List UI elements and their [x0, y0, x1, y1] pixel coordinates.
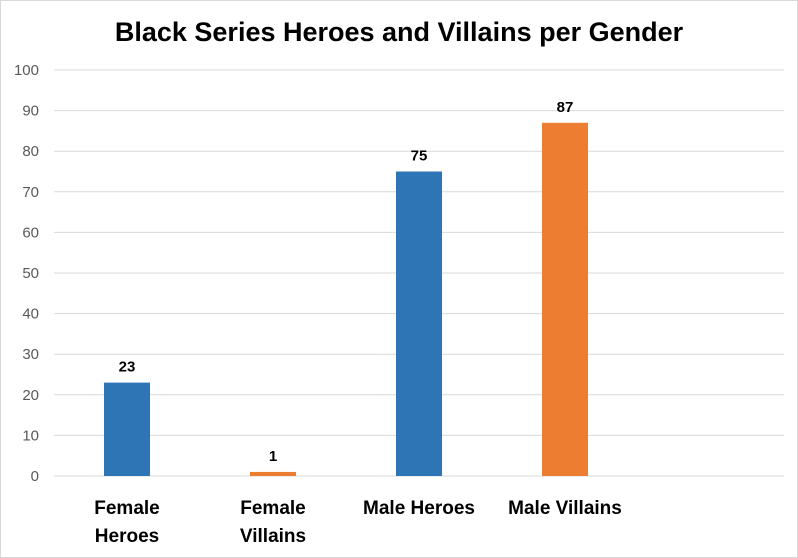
data-label: 23: [119, 359, 136, 376]
x-tick-label-line: Male Heroes: [363, 498, 475, 519]
y-tick-label: 10: [22, 427, 39, 444]
x-tick-label-line: Villains: [240, 526, 306, 547]
y-tick-label: 0: [31, 468, 39, 485]
y-tick-label: 90: [22, 103, 39, 120]
bar-female-villains: [250, 471, 296, 476]
data-label: 75: [411, 148, 428, 165]
x-tick-label-line: Male Villains: [508, 498, 622, 519]
y-tick-label: 20: [22, 387, 39, 404]
x-tick-label-line: Female: [240, 498, 305, 519]
y-axis-ticks: 0 10 20 30 40 50 60 70 80 90 100: [14, 62, 39, 485]
y-tick-label: 70: [22, 184, 39, 201]
y-tick-label: 40: [22, 306, 39, 323]
chart-title: Black Series Heroes and Villains per Gen…: [115, 17, 684, 47]
y-tick-label: 60: [22, 224, 39, 241]
x-axis-labels: Female Heroes Female Villains Male Heroes Mal…: [94, 498, 622, 547]
x-tick-label: Male Heroes: [363, 498, 475, 519]
x-tick-label: Female Heroes: [94, 498, 159, 547]
y-tick-label: 80: [22, 143, 39, 160]
x-tick-label: Female Villains: [240, 498, 306, 547]
bars: [104, 122, 588, 476]
y-tick-label: 50: [22, 265, 39, 282]
y-tick-label: 30: [22, 346, 39, 363]
data-labels: 23 1 75 87: [119, 99, 574, 465]
data-label: 87: [557, 99, 574, 116]
y-tick-label: 100: [14, 62, 39, 79]
bar-female-heroes: [104, 382, 150, 476]
bar-male-heroes: [396, 171, 442, 476]
bar-male-villains: [542, 122, 588, 476]
x-tick-label: Male Villains: [508, 498, 622, 519]
x-tick-label-line: Heroes: [95, 526, 159, 547]
x-tick-label-line: Female: [94, 498, 159, 519]
data-label: 1: [269, 448, 277, 465]
